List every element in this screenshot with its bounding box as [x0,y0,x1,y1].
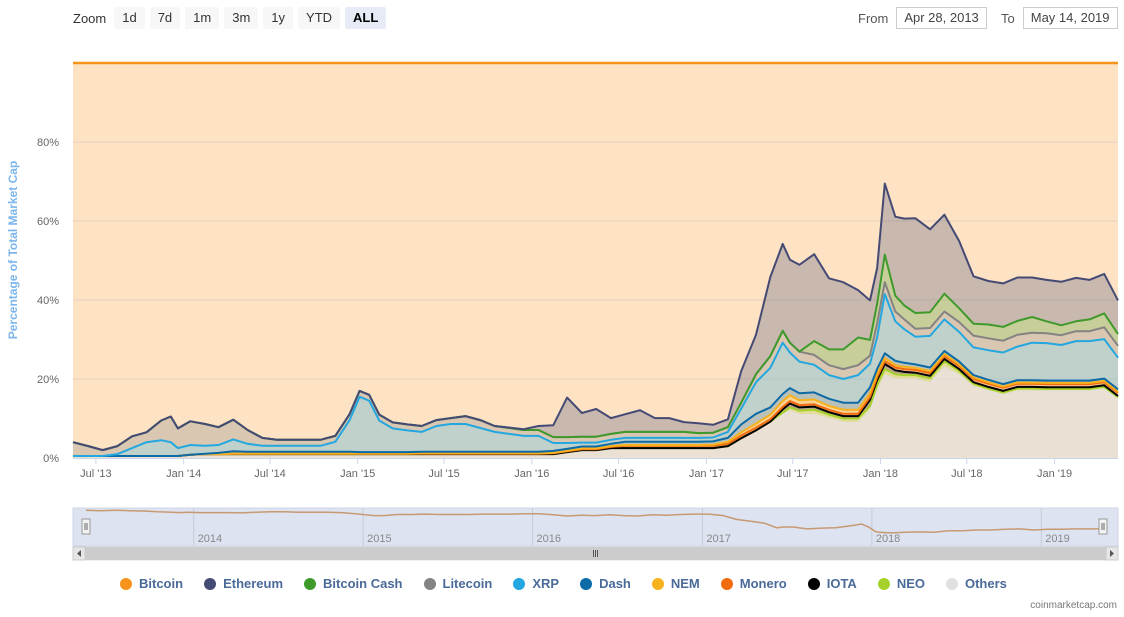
legend-label: XRP [532,576,560,591]
x-tick-label: Jul '15 [428,468,459,480]
zoom-ytd-button[interactable]: YTD [298,7,341,29]
zoom-1d-button[interactable]: 1d [114,7,145,29]
x-tick-label: Jan '16 [514,468,549,480]
x-tick-label: Jan '14 [166,468,201,480]
legend-label: NEM [670,576,700,591]
legend-item-bitcoin[interactable]: Bitcoin [120,576,183,591]
navigator-year-label: 2017 [706,533,730,545]
navigator-year-label: 2014 [198,533,222,545]
y-axis: 0% 20% 40% 60% 80% [37,137,59,465]
zoom-7d-button[interactable]: 7d [149,7,181,29]
y-tick-label: 20% [37,374,59,386]
ethereum-line [72,182,1119,452]
x-tick-label: Jan '19 [1037,468,1072,480]
litecoin-dot-icon [423,577,436,590]
x-tick-label: Jan '18 [863,468,898,480]
y-tick-label: 80% [37,137,59,149]
legend-item-bitcoin-cash[interactable]: Bitcoin Cash [304,576,403,591]
y-tick-label: 40% [37,295,59,307]
legend-item-neo[interactable]: NEO [877,576,925,591]
others-area [73,367,1118,458]
legend-item-dash[interactable]: Dash [580,576,631,591]
legend-item-others[interactable]: Others [945,576,1007,591]
navigator-year-label: 2015 [367,533,391,545]
zoom-all-button[interactable]: ALL [345,7,387,29]
iota-dot-icon [807,577,820,590]
bitcoin-cash-dot-icon [304,577,317,590]
from-date-input[interactable]: Apr 28, 2013 [896,7,987,29]
legend-label: Others [964,576,1007,591]
legend-label: Bitcoin Cash [323,576,403,591]
monero-dot-icon [720,577,733,590]
navigator-scrollbar[interactable] [72,546,1119,561]
ethereum-dot-icon [204,577,217,590]
zoom-3m-button[interactable]: 3m [224,7,259,29]
main-plot [72,61,1119,459]
y-axis-title: Percentage of Total Market Cap [6,161,20,340]
navigator-year-label: 2016 [537,533,561,545]
x-tick-label: Jul '16 [603,468,634,480]
zoom-1y-button[interactable]: 1y [263,7,294,29]
xrp-dot-icon [513,577,526,590]
legend-label: Ethereum [223,576,284,591]
legend-label: Monero [739,576,787,591]
legend-item-litecoin[interactable]: Litecoin [423,576,493,591]
legend-item-monero[interactable]: Monero [720,576,787,591]
x-axis: Jul '13 Jan '14 Jul '14 Jan '15 Jul '15 Jan '… [80,458,1072,480]
x-tick-label: Jan '17 [689,468,724,480]
legend-item-iota[interactable]: IOTA [807,576,857,591]
others-dot-icon [945,577,958,590]
arrow-left-icon [77,550,81,557]
legend-label: IOTA [826,576,857,591]
zoom-1m-button[interactable]: 1m [185,7,220,29]
handle-body [1098,518,1108,535]
nem-dot-icon [651,577,664,590]
nem-line [73,353,1119,457]
navigator-mask [72,507,1119,547]
zoom-label: Zoom [73,10,107,26]
navigator-year-label: 2019 [1045,533,1069,545]
arrow-right-icon [1110,550,1114,557]
handle-body [81,518,91,535]
navigator-series-line [85,509,1103,534]
to-label: To [1001,10,1015,26]
navigator[interactable]: 2014 2015 2016 2017 2018 2019 [72,507,1119,561]
x-tick-label: Jul '13 [80,468,111,480]
x-tick-label: Jul '17 [777,468,808,480]
credits-link[interactable]: coinmarketcap.com [1030,600,1117,611]
legend-label: Litecoin [442,576,493,591]
legend-label: Bitcoin [139,576,184,591]
zoom-bar: Zoom 1d 7d 1m 3m 1y YTD ALL [73,7,391,29]
y-tick-label: 60% [37,216,59,228]
from-label: From [858,10,889,26]
x-tick-label: Jul '18 [951,468,982,480]
legend-item-xrp[interactable]: XRP [513,576,559,591]
y-tick-label: 0% [43,453,59,465]
range-to: To May 14, 2019 [1001,7,1118,29]
neo-dot-icon [877,577,890,590]
to-date-input[interactable]: May 14, 2019 [1022,7,1118,29]
range-from: From Apr 28, 2013 [858,7,987,29]
legend-label: Dash [599,576,631,591]
navigator-year-label: 2018 [876,533,900,545]
dash-line [73,350,1119,457]
bitcoin-dot-icon [120,577,132,590]
x-tick-label: Jul '14 [254,468,285,480]
legend-item-nem[interactable]: NEM [651,576,700,591]
legend: Bitcoin Ethereum Bitcoin Cash Litecoin X… [120,576,1028,591]
navigator-left-handle[interactable] [81,518,91,535]
litecoin-area [73,282,1118,456]
xrp-line [73,293,1119,457]
x-tick-label: Jan '15 [340,468,375,480]
navigator-right-handle[interactable] [1098,518,1108,535]
legend-label: NEO [896,576,925,591]
legend-item-ethereum[interactable]: Ethereum [204,576,283,591]
dash-dot-icon [580,577,593,590]
